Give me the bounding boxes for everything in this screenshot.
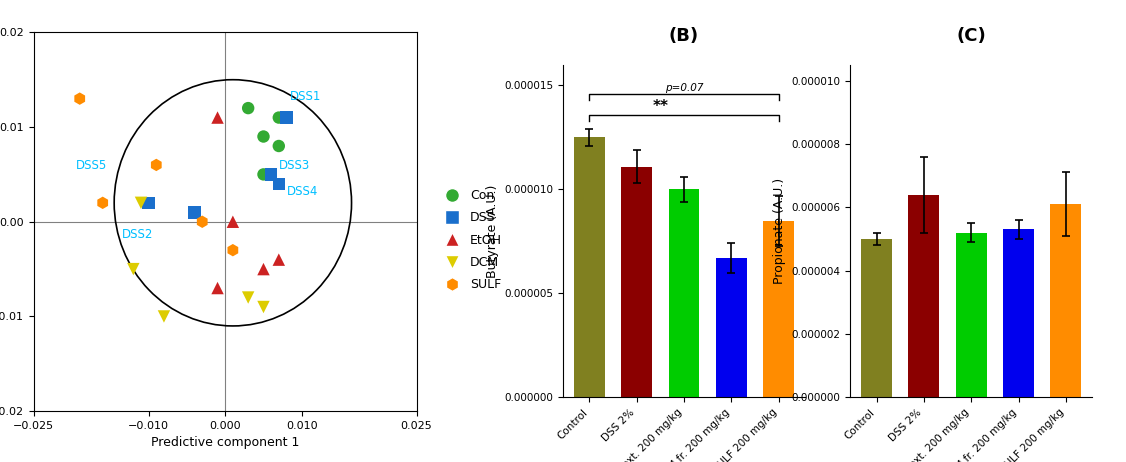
Y-axis label: Propionate (A.U.): Propionate (A.U.) (772, 178, 786, 284)
Point (208, 285, 226, 292)
Text: p=0.07: p=0.07 (664, 83, 704, 93)
Point (277, 114, 295, 122)
Text: DSS3: DSS3 (279, 158, 310, 171)
Point (239, 294, 257, 301)
Bar (1051, 204, 1081, 397)
Text: DSS4: DSS4 (286, 185, 318, 198)
Legend: Con, DSS, EtOH, DCM, SULF: Con, DSS, EtOH, DCM, SULF (440, 189, 502, 292)
Text: DSS5: DSS5 (75, 158, 107, 171)
Bar (622, 166, 652, 397)
Point (71, 95, 89, 103)
Point (186, 209, 204, 216)
Text: **: ** (652, 98, 669, 114)
Text: (C): (C) (956, 27, 986, 45)
Point (93, 199, 111, 207)
Bar (861, 239, 892, 397)
Point (270, 256, 288, 263)
Point (124, 265, 142, 273)
Point (132, 199, 150, 207)
Text: DSS1: DSS1 (291, 91, 322, 103)
Point (254, 304, 272, 311)
Bar (716, 258, 747, 397)
Bar (1003, 230, 1034, 397)
Point (270, 180, 288, 188)
X-axis label: Predictive component 1: Predictive component 1 (151, 437, 300, 450)
Point (270, 142, 288, 150)
Point (155, 313, 173, 320)
Bar (956, 232, 986, 397)
Point (194, 218, 212, 225)
Point (140, 199, 158, 207)
Bar (574, 138, 605, 397)
Point (254, 171, 272, 178)
Point (254, 133, 272, 140)
Point (224, 247, 242, 254)
Y-axis label: Butyrate (A.U.): Butyrate (A.U.) (485, 184, 499, 278)
Point (239, 104, 257, 112)
Point (262, 171, 280, 178)
Text: (B): (B) (669, 27, 699, 45)
Point (148, 161, 166, 169)
Bar (669, 189, 699, 397)
Point (270, 114, 288, 122)
Point (208, 114, 226, 122)
Bar (909, 195, 939, 397)
Point (254, 265, 272, 273)
Bar (763, 220, 794, 397)
Point (224, 218, 242, 225)
Text: DSS2: DSS2 (122, 228, 153, 241)
